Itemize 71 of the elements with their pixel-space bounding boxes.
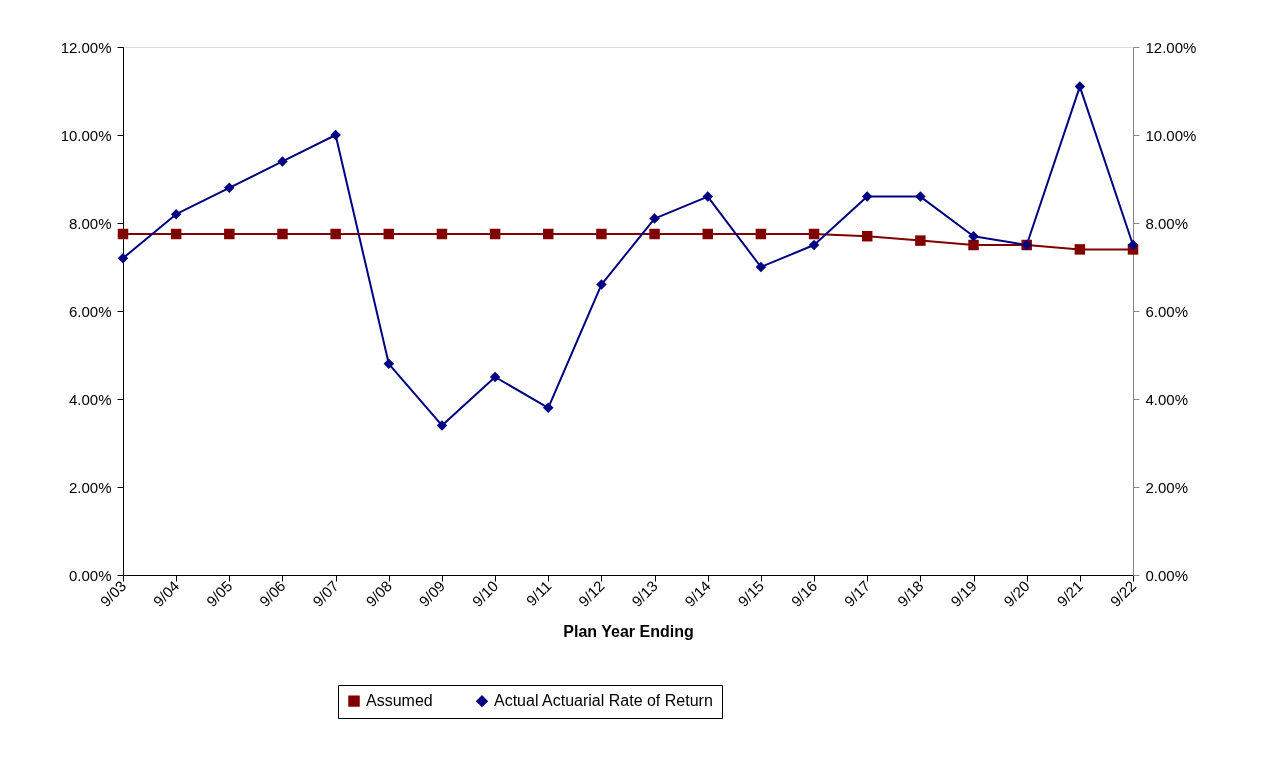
y-tick-label: 0.00%: [68, 566, 112, 584]
x-tick-label: 9/19: [947, 577, 980, 610]
point: [543, 402, 554, 414]
point: [117, 252, 129, 264]
legend-label: Assumed: [366, 692, 433, 710]
point: [649, 228, 660, 240]
x-tick-label: 9/08: [362, 577, 395, 610]
point: [808, 228, 820, 240]
point: [968, 230, 979, 242]
point: [915, 235, 926, 246]
x-tick-label: 9/11: [522, 577, 555, 610]
y-tick-label: 10.00%: [60, 126, 112, 144]
y2-tick-label: 8.00%: [1145, 214, 1189, 232]
x-tick-label: 9/09: [415, 577, 449, 610]
x-axis-title: Plan Year Ending: [563, 622, 694, 640]
x-tick-label: 9/13: [628, 577, 661, 610]
point: [383, 228, 395, 240]
point: [861, 230, 873, 242]
y2-tick-label: 6.00%: [1145, 302, 1189, 320]
x-tick-label: 9/12: [574, 577, 608, 610]
point: [224, 228, 235, 240]
point: [170, 228, 182, 240]
x-tick-label: 9/21: [1053, 577, 1086, 610]
point: [436, 420, 448, 431]
point: [436, 228, 448, 240]
x-tick-label: 9/04: [149, 577, 183, 610]
point: [330, 228, 341, 240]
y-tick-label: 6.00%: [68, 302, 112, 320]
point: [170, 208, 182, 220]
point: [649, 213, 660, 224]
point: [383, 358, 395, 370]
x-tick-label: 9/05: [202, 577, 236, 610]
y2-tick-label: 10.00%: [1145, 126, 1197, 144]
point: [755, 228, 767, 240]
y-tick-label: 2.00%: [68, 478, 112, 496]
point: [543, 228, 554, 240]
point: [702, 228, 713, 240]
point: [489, 371, 501, 383]
y-tick-label: 8.00%: [68, 214, 112, 232]
y-tick-label: 12.00%: [60, 38, 112, 56]
point: [1074, 244, 1086, 255]
point: [702, 191, 713, 202]
point: [277, 156, 288, 167]
x-tick-label: 9/18: [893, 577, 927, 610]
point: [596, 228, 607, 240]
x-tick-label: 9/22: [1106, 577, 1140, 610]
legend-label: Actual Actuarial Rate of Return: [494, 692, 713, 710]
point: [330, 129, 341, 141]
point: [596, 279, 607, 290]
point: [224, 182, 235, 194]
x-tick-label: 9/06: [255, 577, 289, 610]
x-tick-label: 9/15: [734, 577, 768, 610]
x-tick-label: 9/20: [1000, 577, 1033, 610]
y2-tick-label: 4.00%: [1145, 390, 1189, 408]
point: [861, 191, 873, 202]
point: [1127, 239, 1139, 251]
x-tick-label: 9/16: [787, 577, 821, 610]
point: [755, 261, 767, 273]
point: [968, 239, 979, 251]
y-tick-label: 4.00%: [68, 390, 112, 408]
point: [117, 228, 129, 240]
point: [489, 228, 501, 240]
y2-tick-label: 0.00%: [1145, 566, 1189, 584]
x-tick-label: 9/10: [468, 577, 502, 610]
point: [277, 228, 288, 240]
x-tick-label: 9/14: [681, 577, 714, 610]
point: [808, 239, 820, 251]
y2-tick-label: 2.00%: [1145, 478, 1189, 496]
point: [1074, 81, 1086, 92]
y2-tick-label: 12.00%: [1145, 38, 1197, 56]
point: [915, 191, 926, 202]
